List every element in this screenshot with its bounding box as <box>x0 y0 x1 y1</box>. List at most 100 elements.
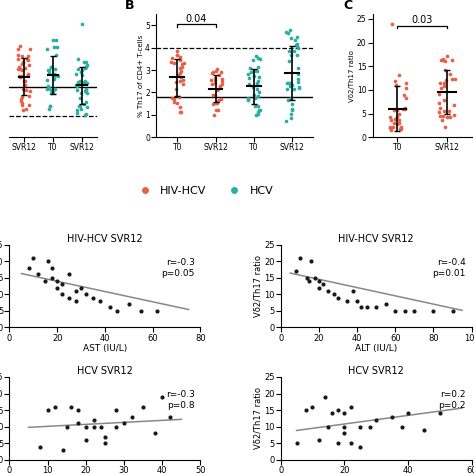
Point <box>328 410 336 417</box>
Point <box>334 294 342 301</box>
Point <box>18 101 26 109</box>
Point <box>170 98 178 106</box>
Point <box>17 97 25 105</box>
Point <box>172 78 180 86</box>
Point <box>245 74 253 82</box>
Point <box>315 284 323 292</box>
Point <box>208 80 216 87</box>
Point <box>251 73 258 80</box>
Point <box>319 281 327 288</box>
Point <box>340 423 348 430</box>
Point <box>212 74 219 82</box>
Point <box>292 267 300 275</box>
Point <box>288 100 296 108</box>
Point <box>448 56 456 64</box>
Point <box>401 105 409 113</box>
Point <box>435 90 443 98</box>
Point <box>78 79 86 87</box>
Point <box>402 79 410 87</box>
Point <box>442 66 449 74</box>
Point <box>388 413 396 420</box>
Point <box>14 65 22 73</box>
Point <box>54 277 61 285</box>
Point <box>252 111 260 118</box>
Point <box>293 33 301 41</box>
Point <box>444 113 451 120</box>
Point <box>53 71 60 79</box>
X-axis label: ALT (IU/L): ALT (IU/L) <box>355 344 397 353</box>
Point <box>244 71 251 78</box>
Point <box>437 80 444 87</box>
Point <box>101 439 109 447</box>
Point <box>27 45 34 53</box>
Point <box>442 76 450 84</box>
Point <box>168 54 175 62</box>
Point <box>46 69 53 77</box>
Point <box>288 106 296 113</box>
Point <box>177 109 185 116</box>
Point <box>356 423 364 430</box>
Point <box>282 28 290 36</box>
Point <box>395 116 403 123</box>
Point <box>166 413 173 420</box>
Point <box>315 277 323 285</box>
Point <box>286 80 293 87</box>
Point <box>210 111 218 119</box>
Point <box>44 45 51 53</box>
Point <box>15 73 23 80</box>
Point <box>217 96 225 103</box>
Point <box>246 80 253 88</box>
Point <box>340 429 348 437</box>
Point <box>151 429 158 437</box>
Point <box>14 51 22 58</box>
Point <box>388 117 395 124</box>
Point <box>113 307 121 315</box>
Point <box>158 393 166 401</box>
Point <box>450 111 458 119</box>
Point <box>177 73 184 81</box>
Point <box>72 81 80 89</box>
Point <box>53 36 60 44</box>
Point <box>393 107 401 114</box>
Point <box>74 406 82 414</box>
Point <box>73 287 80 295</box>
Point <box>325 287 332 295</box>
Point <box>46 102 53 110</box>
Point <box>308 257 315 265</box>
Point <box>288 94 295 102</box>
Point <box>254 63 262 71</box>
Point <box>77 284 85 292</box>
Point <box>213 86 221 94</box>
Point <box>19 58 27 66</box>
Text: r=-0.3: r=-0.3 <box>166 391 195 399</box>
Point <box>294 71 301 78</box>
Point <box>306 277 313 285</box>
Point <box>395 71 402 79</box>
Point <box>255 108 262 116</box>
Text: p=0.8: p=0.8 <box>167 401 195 410</box>
Point <box>47 63 55 71</box>
Text: r=0.2: r=0.2 <box>440 391 466 399</box>
Point <box>289 82 296 89</box>
Point <box>373 416 380 424</box>
Point <box>334 439 342 447</box>
Point <box>210 91 217 99</box>
Point <box>255 102 262 110</box>
Point <box>137 307 145 315</box>
Point <box>77 90 84 97</box>
Point <box>246 64 254 72</box>
Point <box>388 127 395 134</box>
Point <box>214 85 221 92</box>
Point <box>22 106 29 113</box>
Point <box>174 72 182 79</box>
Point <box>21 78 29 85</box>
Point <box>90 423 97 430</box>
Point <box>254 92 262 100</box>
Y-axis label: % Th17 of CD4+ T-cells: % Th17 of CD4+ T-cells <box>138 35 144 117</box>
Point <box>54 73 62 80</box>
Point <box>44 257 52 265</box>
Point <box>447 113 454 121</box>
Point <box>214 66 221 73</box>
Point <box>168 94 176 101</box>
Point <box>73 86 81 94</box>
